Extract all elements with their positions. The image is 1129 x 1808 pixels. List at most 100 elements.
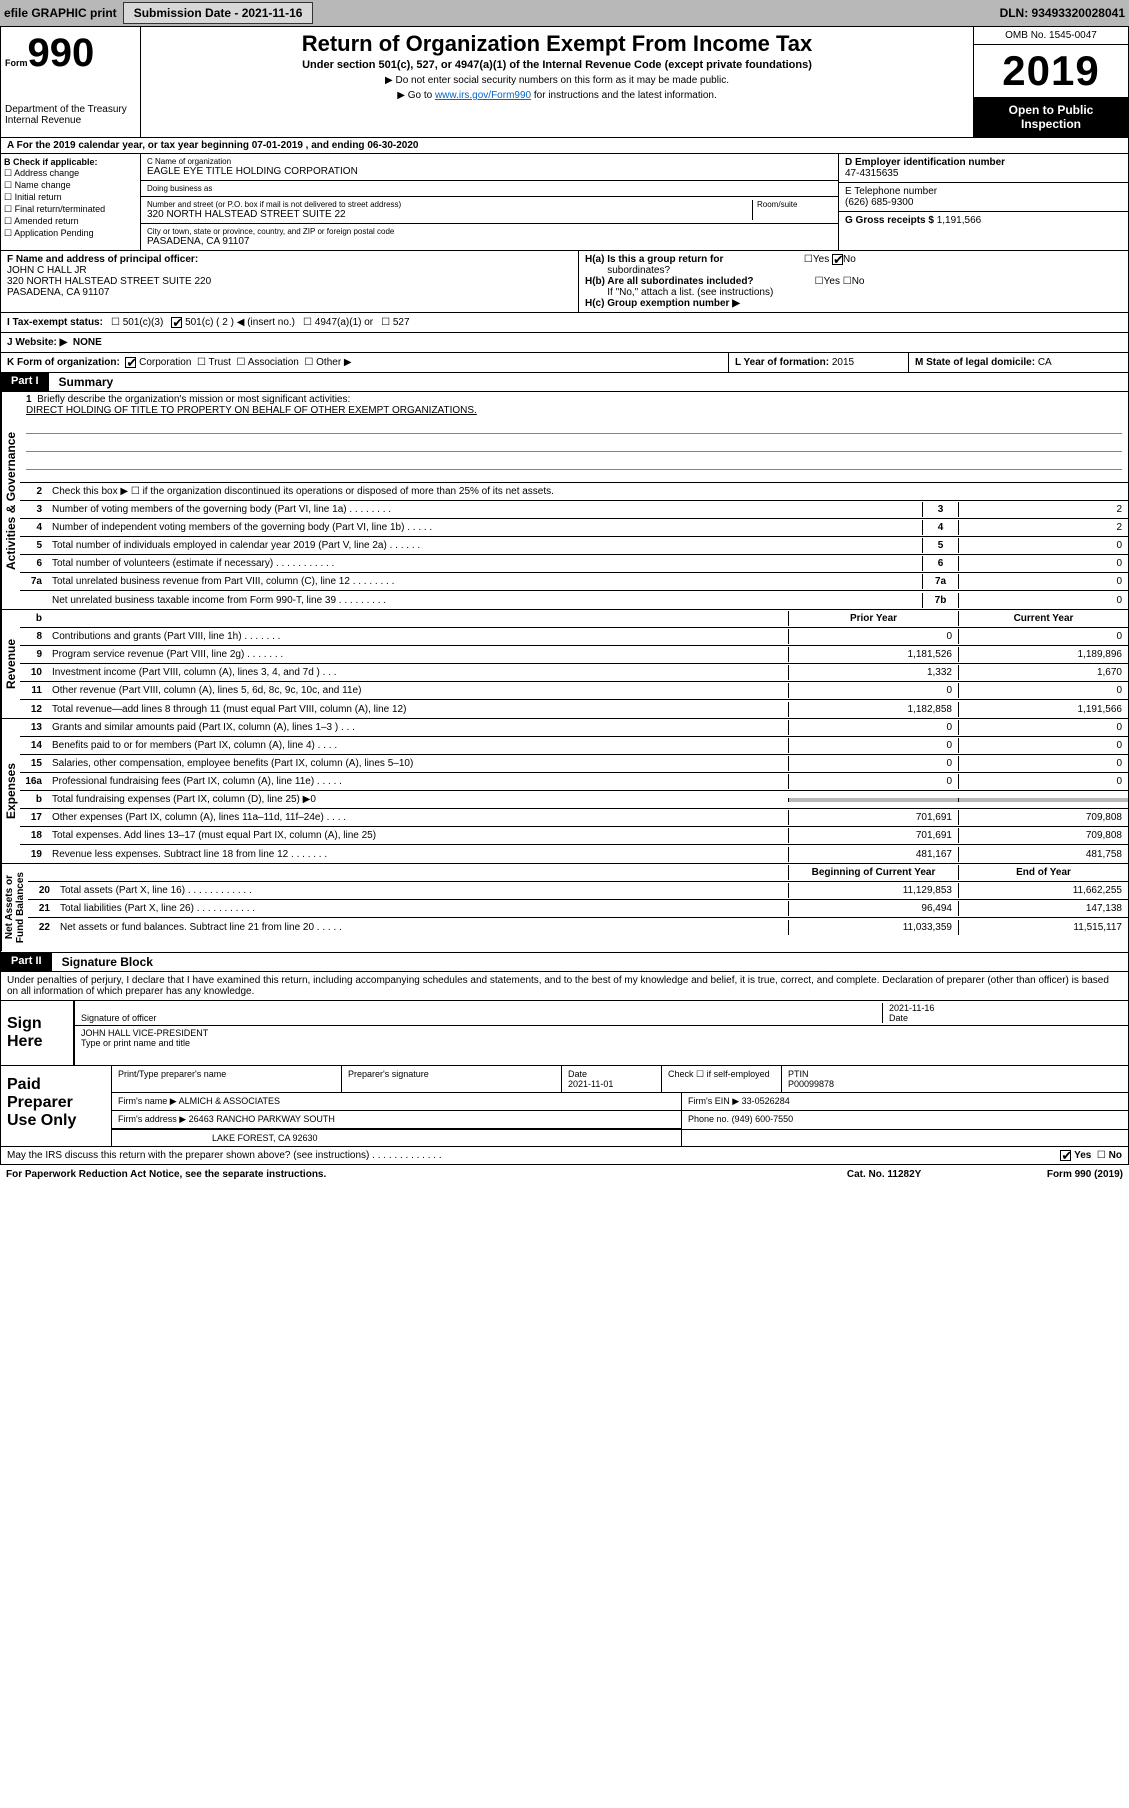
form-label: Form (5, 58, 28, 68)
kf-assoc: Association (248, 357, 299, 368)
ts-opt-3: ☐ 527 (381, 317, 409, 328)
city-val: PASADENA, CA 91107 (147, 236, 832, 247)
table-row: 19Revenue less expenses. Subtract line 1… (20, 845, 1128, 863)
principal-row: F Name and address of principal officer:… (0, 251, 1129, 313)
table-row: 18Total expenses. Add lines 13–17 (must … (20, 827, 1128, 845)
table-row: 21Total liabilities (Part X, line 26) . … (28, 900, 1128, 918)
kform-left: K Form of organization: Corporation ☐ Tr… (1, 353, 728, 372)
org-info: C Name of organization EAGLE EYE TITLE H… (141, 154, 838, 250)
ptin-lbl: PTIN (788, 1069, 809, 1079)
chk-amended: ☐ Amended return (4, 216, 137, 227)
q2-row: 2Check this box ▶ ☐ if the organization … (20, 483, 1128, 501)
prep-date-lbl: Date (568, 1069, 587, 1079)
tax-status-row: I Tax-exempt status: ☐ 501(c)(3) 501(c) … (0, 313, 1129, 333)
ha-no-check (832, 254, 843, 265)
vtab-net: Net Assets or Fund Balances (1, 864, 28, 951)
group-return: H(a) Is this a group return for ☐Yes No … (578, 251, 1128, 312)
hb-lbl: H(b) Are all subordinates included? (585, 276, 754, 287)
website-val: NONE (73, 337, 102, 348)
city-lbl: City or town, state or province, country… (147, 227, 832, 236)
kform-lbl: K Form of organization: (7, 357, 120, 368)
room-col: Room/suite (752, 200, 832, 220)
table-row: 4Number of independent voting members of… (20, 519, 1128, 537)
org-name-lbl: C Name of organization (147, 157, 832, 166)
preparer-section: Paid Preparer Use Only Print/Type prepar… (0, 1066, 1129, 1147)
vtab-governance: Activities & Governance (1, 392, 20, 609)
prep-label: Paid Preparer Use Only (1, 1066, 111, 1146)
form-title: Return of Organization Exempt From Incom… (145, 31, 969, 57)
dba-lbl: Doing business as (147, 184, 832, 193)
tax-year: 2019 (974, 45, 1128, 97)
form-number: 990 (28, 31, 95, 75)
ein-val: 47-4315635 (845, 168, 898, 179)
form-subtitle: Under section 501(c), 527, or 4947(a)(1)… (145, 59, 969, 71)
gross-cell: G Gross receipts $ 1,191,566 (839, 212, 1128, 229)
sig-lbl: Signature of officer (81, 1013, 156, 1023)
chk-address: ☐ Address change (4, 168, 137, 179)
dba-row: Doing business as (141, 181, 838, 197)
gross-lbl: G Gross receipts $ (845, 215, 934, 226)
discuss-no: No (1109, 1150, 1122, 1161)
table-row: 22Net assets or fund balances. Subtract … (28, 918, 1128, 936)
table-row: 11Other revenue (Part VIII, column (A), … (20, 682, 1128, 700)
ts-opt-1: 501(c) ( 2 ) ◀ (insert no.) (171, 317, 295, 328)
l-val: 2015 (832, 357, 854, 368)
ha-lbl: H(a) Is this a group return for (585, 254, 723, 265)
chk-pending: ☐ Application Pending (4, 228, 137, 239)
prep-self-lbl: Check ☐ if self-employed (662, 1066, 782, 1092)
table-row: 13Grants and similar amounts paid (Part … (20, 719, 1128, 737)
table-row: 3Number of voting members of the governi… (20, 501, 1128, 519)
table-row: 6Total number of volunteers (estimate if… (20, 555, 1128, 573)
right-info: D Employer identification number 47-4315… (838, 154, 1128, 250)
sign-section: Sign Here Signature of officer 2021-11-1… (0, 1001, 1129, 1066)
efile-label: efile GRAPHIC print (4, 6, 117, 20)
perjury-text: Under penalties of perjury, I declare th… (0, 972, 1129, 1001)
form-header: Form990 Department of the Treasury Inter… (0, 26, 1129, 138)
kform-year: L Year of formation: 2015 (728, 353, 908, 372)
kform-state: M State of legal domicile: CA (908, 353, 1128, 372)
principal-lbl: F Name and address of principal officer: (7, 254, 198, 265)
m-val: CA (1038, 357, 1052, 368)
inspection-label: Open to Public Inspection (974, 97, 1128, 137)
irs-link[interactable]: www.irs.gov/Form990 (435, 90, 531, 101)
chk-name: ☐ Name change (4, 180, 137, 191)
principal-name: JOHN C HALL JR (7, 265, 87, 276)
sig-date: 2021-11-16 (889, 1003, 934, 1013)
table-row: 12Total revenue—add lines 8 through 11 (… (20, 700, 1128, 718)
check-label: B Check if applicable: (4, 157, 98, 167)
part1-title: Summary (49, 373, 124, 391)
submission-date-button[interactable]: Submission Date - 2021-11-16 (123, 2, 314, 24)
table-row: 17Other expenses (Part IX, column (A), l… (20, 809, 1128, 827)
sig-name-lbl: Type or print name and title (81, 1038, 190, 1048)
revenue-grid: Revenue b Prior Year Current Year 8Contr… (0, 610, 1129, 719)
firm-name: ALMICH & ASSOCIATES (179, 1096, 280, 1106)
vtab-revenue: Revenue (1, 610, 20, 718)
current-hdr: Current Year (958, 611, 1128, 626)
paperwork-notice: For Paperwork Reduction Act Notice, see … (6, 1169, 847, 1180)
part1-tab: Part I (1, 373, 49, 391)
mission-text: DIRECT HOLDING OF TITLE TO PROPERTY ON B… (26, 405, 477, 416)
kf-corp: Corporation (139, 357, 191, 368)
prep-name-lbl: Print/Type preparer's name (112, 1066, 342, 1092)
prep-row-3: Firm's address ▶ 26463 RANCHO PARKWAY SO… (112, 1111, 1128, 1130)
table-row: 5Total number of individuals employed in… (20, 537, 1128, 555)
prep-sig-lbl: Preparer's signature (342, 1066, 562, 1092)
hc-lbl: H(c) Group exemption number ▶ (585, 298, 740, 309)
firm-ein-lbl: Firm's EIN ▶ (688, 1096, 739, 1106)
header-left: Form990 Department of the Treasury Inter… (1, 27, 141, 137)
phone-lbl: Phone no. (688, 1114, 729, 1124)
sig-line-1: Signature of officer 2021-11-16Date (75, 1001, 1128, 1026)
part2-title: Signature Block (52, 953, 163, 971)
tel-lbl: E Telephone number (845, 186, 937, 197)
note-suffix: for instructions and the latest informat… (531, 90, 717, 101)
kf-corp-check (125, 357, 136, 368)
gross-val: 1,191,566 (937, 215, 982, 226)
table-row: Net unrelated business taxable income fr… (20, 591, 1128, 609)
org-name-row: C Name of organization EAGLE EYE TITLE H… (141, 154, 838, 181)
firm-ein: 33-0526284 (742, 1096, 790, 1106)
sig-name: JOHN HALL VICE-PRESIDENT (81, 1028, 208, 1038)
table-row: 20Total assets (Part X, line 16) . . . .… (28, 882, 1128, 900)
addr-lbl: Number and street (or P.O. box if mail i… (147, 200, 752, 209)
note-link: ▶ Go to www.irs.gov/Form990 for instruct… (145, 90, 969, 101)
m-lbl: M State of legal domicile: (915, 357, 1035, 368)
